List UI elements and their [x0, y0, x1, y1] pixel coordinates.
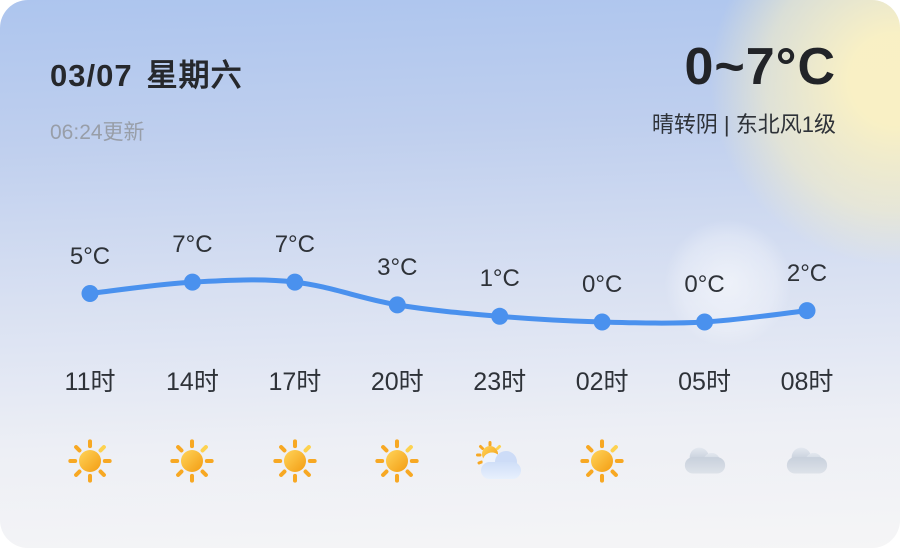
time-label: 20时	[370, 368, 424, 396]
time-label: 05时	[678, 368, 731, 396]
point-temp-label: 2°C	[786, 259, 828, 287]
data-point	[81, 285, 99, 302]
sun-icon	[272, 438, 318, 484]
condition-and-wind: 晴转阴 | 东北风1级	[651, 111, 836, 137]
point-temp-label: 7°C	[172, 231, 213, 259]
time-label: 11时	[64, 368, 116, 396]
sun-icon	[579, 438, 625, 484]
sun-cloud-icon	[475, 440, 525, 482]
weekday-text: 星期六	[146, 58, 243, 93]
data-point	[593, 313, 611, 331]
sun-icon	[374, 438, 420, 484]
data-point	[798, 302, 816, 320]
point-temp-label: 5°C	[69, 242, 111, 270]
point-temp-label: 7°C	[274, 231, 315, 259]
data-point	[286, 273, 304, 291]
sun-icon	[169, 438, 215, 484]
data-point	[388, 296, 406, 314]
update-time: 06:24更新	[50, 121, 145, 144]
header-left: 03/07 星期六 06:24更新	[50, 50, 243, 146]
time-label: 14时	[166, 368, 219, 396]
cloud-icon	[682, 445, 728, 477]
date-line: 03/07 星期六	[50, 50, 243, 95]
sun-icon	[67, 438, 113, 484]
point-temp-label: 0°C	[684, 271, 725, 298]
cloud-icon	[784, 445, 830, 477]
time-label: 08时	[780, 368, 834, 396]
header-right: 0~7°C 晴转阴 | 东北风1级	[652, 40, 836, 139]
point-temp-label: 1°C	[479, 265, 520, 293]
temperature-range: 0~7°C	[684, 38, 836, 96]
data-point	[491, 307, 509, 325]
point-temp-label: 3°C	[377, 253, 418, 281]
time-label: 17时	[268, 368, 322, 396]
data-point	[696, 313, 714, 331]
time-label: 23时	[473, 368, 527, 396]
point-temp-label: 0°C	[582, 271, 623, 298]
data-point	[183, 273, 201, 291]
time-label: 02时	[575, 368, 629, 396]
weather-header: 03/07 星期六 06:24更新 0~7°C 晴转阴 | 东北风1级	[0, 0, 900, 146]
date-text: 03/07	[50, 58, 133, 93]
